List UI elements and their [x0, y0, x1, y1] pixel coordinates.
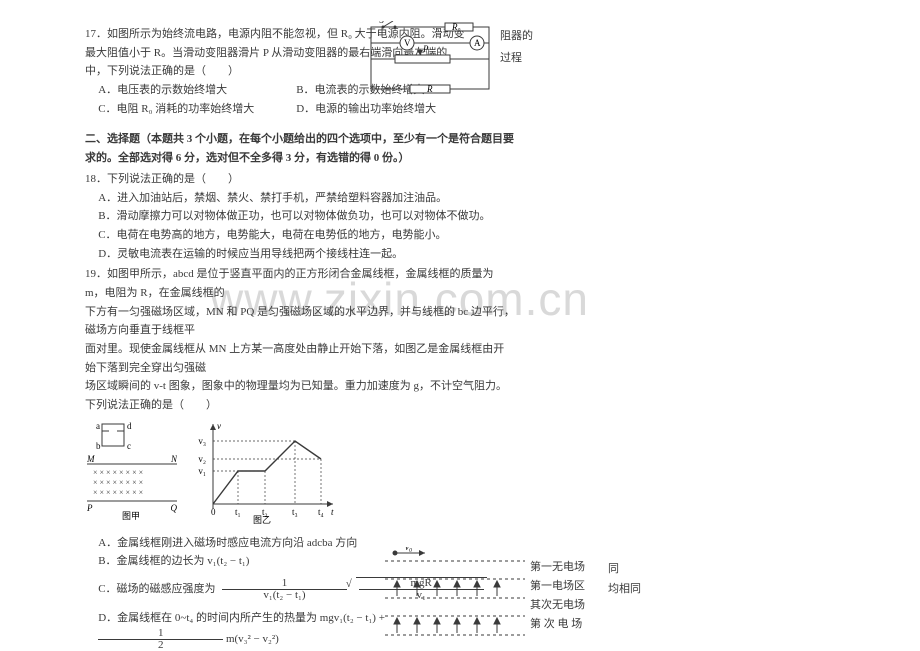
- svg-text:图乙: 图乙: [253, 515, 271, 524]
- q20-C-tail: 均相同: [608, 580, 641, 599]
- q19-figures: a d b c M N × × × × × × × × × × × × × × × …: [85, 419, 515, 534]
- q19-C-text: C．磁场的磁感应强度为: [98, 580, 219, 599]
- svg-text:a: a: [96, 421, 100, 431]
- svg-text:V: V: [404, 38, 411, 48]
- svg-text:v₃: v₃: [198, 436, 206, 446]
- q20-r2: 第一电场区: [530, 577, 585, 596]
- q18-num: 18．: [85, 173, 107, 185]
- q17-circuit: S R₀ V A P R: [365, 21, 495, 96]
- q20-figure-labels: 第一无电场 第一电场区 其次无电场 第 次 电 场: [530, 558, 585, 634]
- svg-text:× × × × × × × ×: × × × × × × × ×: [93, 468, 143, 477]
- svg-text:c: c: [127, 441, 131, 451]
- q20-r4: 第 次 电 场: [530, 615, 585, 634]
- q18-stem: 下列说法正确的是（ ）: [107, 173, 239, 185]
- svg-text:A: A: [474, 38, 481, 48]
- svg-text:b: b: [96, 441, 101, 451]
- svg-text:× × × × × × × ×: × × × × × × × ×: [93, 478, 143, 487]
- svg-text:× × × × × × × ×: × × × × × × × ×: [93, 488, 143, 497]
- svg-text:v₁: v₁: [198, 466, 206, 476]
- page: www.zixin.com.cn 17．如图所示为始终流电路，电源内阻不能忽视，…: [0, 0, 920, 651]
- svg-text:S: S: [379, 21, 384, 25]
- svg-text:t₁: t₁: [235, 507, 241, 517]
- q17-D: D．电源的输出功率始终增大: [296, 100, 494, 119]
- q19-C-frac: 1v₁(t₂ − t₁): [222, 578, 347, 601]
- q19-figure-yi: v t v₁ v₂ v₃ 0 t₁ t₂ t₃ t₄ 图乙: [193, 419, 338, 524]
- q19-D-f2: m(v₃² − v₂²): [226, 630, 347, 649]
- q17-r1: 阻器的: [500, 27, 533, 46]
- q18-A: A．进入加油站后，禁烟、禁火、禁打手机，严禁给塑料容器加注油品。: [98, 189, 515, 208]
- q18-C: C．电荷在电势高的地方，电势能大，电荷在电势低的地方，电势能小。: [98, 226, 515, 245]
- q19-figure-jia: a d b c M N × × × × × × × × × × × × × × × …: [87, 419, 177, 524]
- svg-text:M: M: [87, 454, 95, 464]
- q20-r3: 其次无电场: [530, 596, 585, 615]
- svg-text:v₂: v₂: [198, 454, 206, 464]
- q19-num: 19．: [85, 268, 107, 280]
- svg-text:v₀: v₀: [405, 547, 412, 552]
- q20-r1: 第一无电场: [530, 558, 585, 577]
- svg-text:t₄: t₄: [318, 507, 324, 517]
- q19-D-text: D．金属线框在 0~t₄ 的时间内所产生的热量为: [98, 609, 317, 628]
- q19-l4: 场区域瞬间的 v-t 图象，图象中的物理量均为已知量。重力加速度为 g，不计空气…: [85, 380, 507, 411]
- q20-B-tail: 同: [608, 560, 619, 579]
- q17-l3: 中，下列说法正确的是（ ）: [85, 65, 239, 77]
- svg-text:t₃: t₃: [292, 507, 298, 517]
- svg-text:Q: Q: [171, 503, 178, 513]
- svg-text:t: t: [331, 507, 334, 517]
- q17-A: A．电压表的示数始终增大: [98, 81, 296, 100]
- svg-text:d: d: [127, 421, 132, 431]
- q18-opts: A．进入加油站后，禁烟、禁火、禁打手机，严禁给塑料容器加注油品。 B．滑动摩擦力…: [98, 189, 515, 264]
- svg-text:v: v: [217, 421, 221, 431]
- q19-D-frac: 12: [98, 628, 223, 651]
- section2-header: 二、选择题（本题共 3 个小题，在每个小题给出的四个选项中，至少有一个是符合题目…: [85, 130, 515, 167]
- q17-C: C．电阻 R₀ 消耗的功率始终增大: [98, 100, 296, 119]
- q19-l3: 面对里。现使金属线框从 MN 上方某一高度处由静止开始下落，如图乙是金属线框由开…: [85, 343, 504, 374]
- q17-r2: 过程: [500, 49, 533, 68]
- q17-num: 17．: [85, 28, 107, 40]
- svg-text:0: 0: [211, 507, 216, 517]
- svg-text:P: P: [87, 503, 93, 513]
- q18-D: D．灵敏电流表在运输的时候应当用导线把两个接线柱连一起。: [98, 245, 515, 264]
- q18: 18．下列说法正确的是（ ） A．进入加油站后，禁烟、禁火、禁打手机，严禁给塑料…: [85, 170, 515, 263]
- svg-text:R₀: R₀: [451, 22, 461, 32]
- svg-text:N: N: [170, 454, 177, 464]
- svg-text:图甲: 图甲: [122, 511, 140, 521]
- q19-l2: 下方有一匀强磁场区域，MN 和 PQ 是匀强磁场区域的水平边界，并与线框的 bc…: [85, 306, 515, 337]
- q17-right-words: 阻器的 过程: [500, 27, 533, 67]
- q18-B: B．滑动摩擦力可以对物体做正功，也可以对物体做负功，也可以对物体不做功。: [98, 207, 515, 226]
- q19: 19．如图甲所示，abcd 是位于竖直平面内的正方形闭合金属线框，金属线框的质量…: [85, 265, 515, 415]
- q19-l1: 如图甲所示，abcd 是位于竖直平面内的正方形闭合金属线框，金属线框的质量为 m…: [85, 268, 494, 299]
- q20-figure: v₀: [385, 547, 525, 642]
- svg-text:R: R: [426, 84, 433, 94]
- svg-text:P: P: [422, 44, 429, 54]
